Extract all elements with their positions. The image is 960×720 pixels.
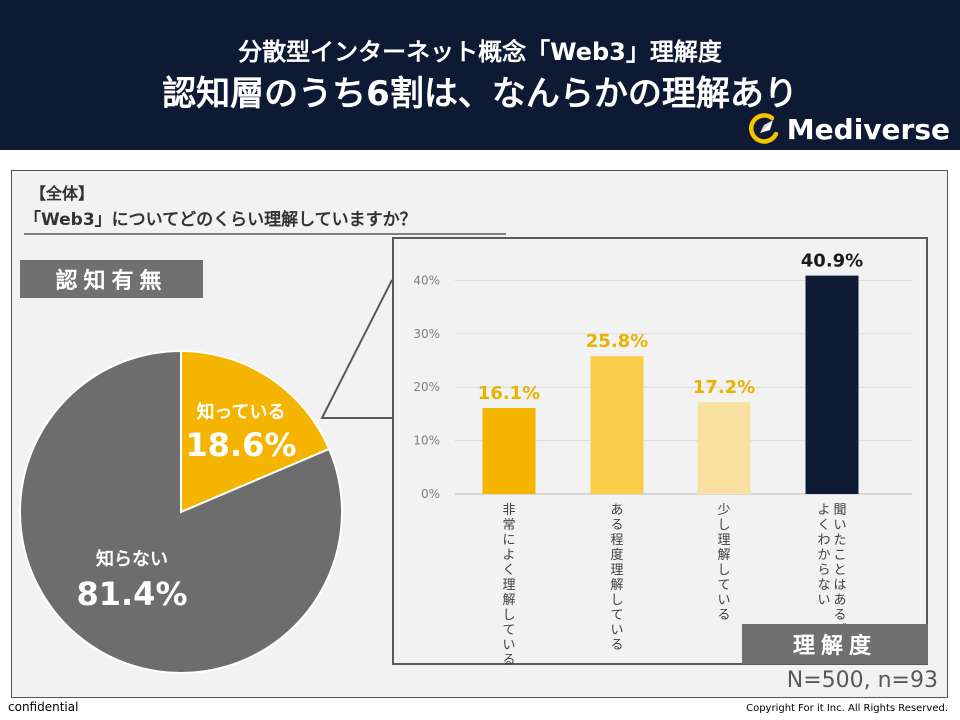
awareness-tag: 認知有無 — [20, 260, 203, 298]
x-category-label: 少し理解している — [717, 503, 730, 623]
confidential-label: confidential — [8, 700, 79, 714]
question-text: 「Web3」についてどのくらい理解していますか？ — [24, 205, 506, 235]
bar-value-label: 16.1% — [478, 383, 540, 404]
bar-0 — [482, 408, 536, 494]
callout-connector — [320, 279, 393, 419]
question-scope: 【全体】 — [30, 184, 95, 203]
y-tick-label: 20% — [413, 380, 440, 394]
chart-subtitle: 分散型インターネット概念「Web3」理解度 — [238, 38, 722, 66]
pie-category-not-know: 知らない — [96, 549, 168, 570]
pie-label-know: 知っている 18.6% — [178, 398, 304, 464]
bar-value-label: 25.8% — [586, 331, 648, 352]
y-tick-label: 10% — [413, 434, 440, 448]
pie-slice-not-know — [19, 349, 343, 674]
pie-value-know: 18.6% — [185, 426, 297, 464]
y-tick-label: 30% — [413, 327, 440, 341]
y-tick-label: 0% — [421, 487, 440, 501]
bar-value-label: 17.2% — [693, 377, 755, 398]
chart-title: 認知層のうち6割は、なんらかの理解あり — [162, 74, 798, 114]
x-category-label: 非常によく理解している — [502, 503, 515, 668]
pie-value-not-know: 81.4% — [76, 575, 188, 613]
bar-2 — [697, 402, 751, 494]
logo-text: Mediverse — [786, 112, 950, 146]
understanding-tag: 理解度 — [742, 624, 928, 664]
bar-value-label: 40.9% — [801, 251, 863, 272]
sample-size: N=500, n=93 — [786, 668, 938, 693]
brand-logo: Mediverse — [747, 112, 950, 146]
header-banner: 分散型インターネット概念「Web3」理解度 認知層のうち6割は、なんらかの理解あ… — [0, 0, 960, 150]
pie-category-know: 知っている — [196, 402, 286, 423]
bar-1 — [590, 356, 644, 494]
pie-label-not-know: 知らない 81.4% — [62, 545, 202, 613]
logo-icon — [748, 113, 779, 144]
y-tick-label: 40% — [413, 273, 440, 287]
x-category-label: ある程度理解している — [610, 503, 623, 653]
bar-3 — [805, 275, 859, 494]
copyright-text: Copyright For it Inc. All Rights Reserve… — [746, 703, 948, 714]
pie-slice-know — [180, 349, 331, 514]
